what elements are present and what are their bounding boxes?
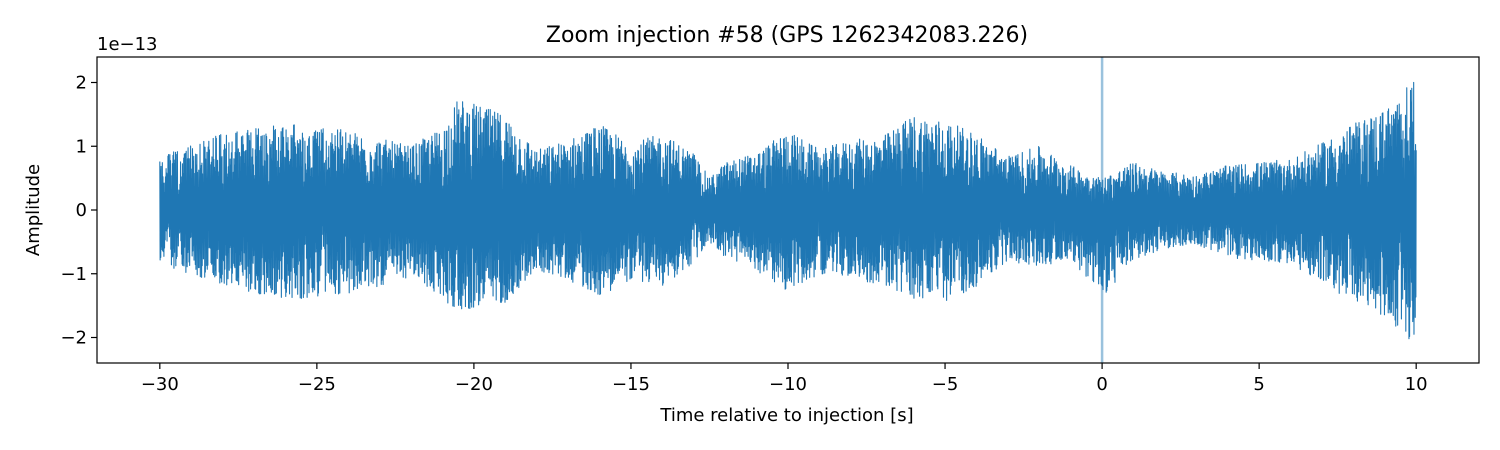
x-tick-label: −25 bbox=[298, 374, 336, 395]
x-tick-label: 10 bbox=[1405, 374, 1428, 395]
x-tick-label: −10 bbox=[769, 374, 807, 395]
x-tick-label: 5 bbox=[1253, 374, 1264, 395]
x-tick-label: −5 bbox=[932, 374, 959, 395]
chart-title: Zoom injection #58 (GPS 1262342083.226) bbox=[546, 23, 1028, 48]
y-tick-label: 1 bbox=[76, 136, 87, 157]
axes-frame bbox=[96, 56, 1480, 364]
x-axis-label: Time relative to injection [s] bbox=[659, 405, 913, 426]
x-tick-label: 0 bbox=[1096, 374, 1107, 395]
x-tick-label: −15 bbox=[612, 374, 650, 395]
x-tick-label: −30 bbox=[141, 374, 179, 395]
y-tick-label: −1 bbox=[60, 264, 87, 285]
x-tick-label: −20 bbox=[455, 374, 493, 395]
plot-area bbox=[159, 57, 1417, 363]
y-axis-ticks: −2 −1 0 1 2 bbox=[60, 73, 97, 349]
y-tick-label: 0 bbox=[76, 200, 87, 221]
y-axis-label: Amplitude bbox=[23, 164, 44, 256]
series-group bbox=[159, 81, 1417, 340]
y-tick-label: 2 bbox=[76, 73, 87, 94]
signal-series-line bbox=[159, 81, 1417, 340]
y-offset-text: 1e−13 bbox=[97, 34, 158, 55]
x-axis-ticks: −30 −25 −20 −15 −10 −5 0 5 10 bbox=[141, 363, 1428, 395]
y-tick-label: −2 bbox=[60, 328, 87, 349]
